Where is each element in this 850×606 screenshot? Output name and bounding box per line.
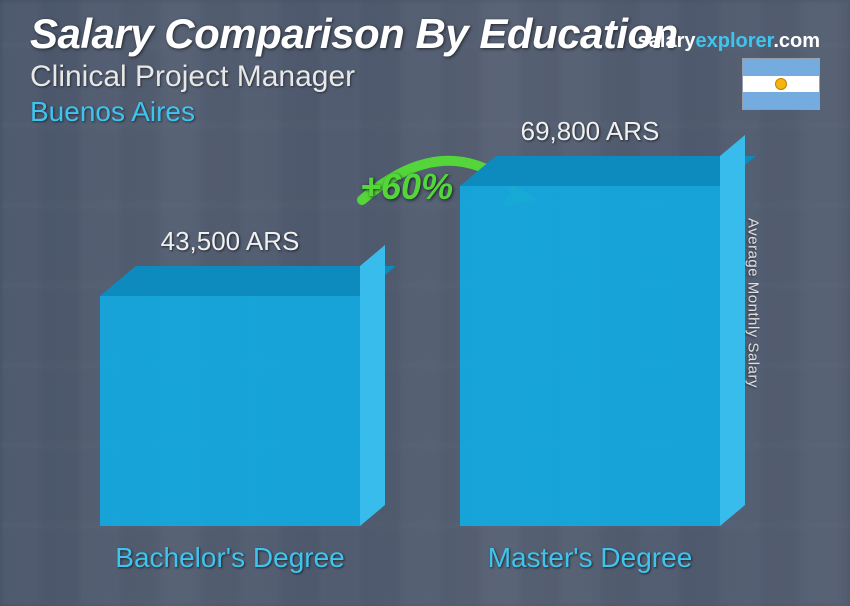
bar-top-face [460, 156, 756, 186]
brand-logo: salaryexplorer.com [638, 30, 820, 53]
bar-category-label: Bachelor's Degree [100, 542, 360, 574]
bar-side-face [360, 245, 385, 526]
bar-front-face [100, 296, 360, 526]
chart-area: +60% 43,500 ARSBachelor's Degree69,800 A… [60, 160, 770, 576]
flag-stripe [743, 59, 819, 76]
bar-front-face [460, 186, 720, 526]
header: Salary Comparison By Education Clinical … [30, 10, 820, 128]
bar-top-face [100, 266, 396, 296]
brand-part2: explorer [695, 30, 773, 52]
flag-stripe [743, 92, 819, 109]
bar-value-label: 69,800 ARS [460, 116, 720, 147]
bar-category-label: Master's Degree [460, 542, 720, 574]
flag-stripe [743, 76, 819, 93]
flag-sun-icon [776, 79, 786, 89]
country-flag-icon [742, 58, 820, 110]
brand-part1: salary [638, 30, 696, 52]
brand-part3: .com [773, 30, 820, 52]
job-title: Clinical Project Manager [30, 60, 820, 94]
bar-side-face [720, 135, 745, 526]
bar-value-label: 43,500 ARS [100, 226, 360, 257]
percent-increase-badge: +60% [360, 166, 453, 208]
